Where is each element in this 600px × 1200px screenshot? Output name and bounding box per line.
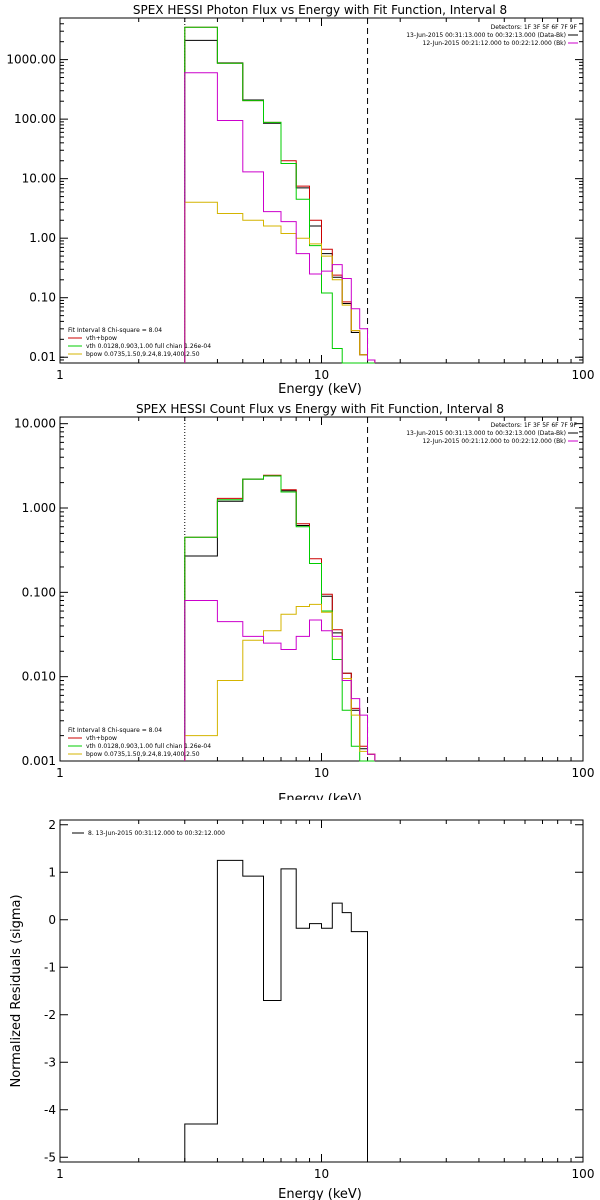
y-ticks: 0.001 0.010 0.100 1.000 10.000 <box>14 417 583 768</box>
series-black <box>184 475 376 761</box>
y-tick-label: 1 <box>48 865 56 879</box>
series-group <box>184 474 376 762</box>
series-vth-bpow <box>184 474 376 761</box>
x-tick-label: 10 <box>314 766 329 780</box>
legend-right: Detectors: 1F 3F 5F 6F 7F 9F 13-Jun-2015… <box>406 422 578 445</box>
legend-left: Fit Interval 8 Chi-square = 8.04 vth+bpo… <box>68 327 211 358</box>
legend-right: Detectors: 1F 3F 5F 6F 7F 9F 13-Jun-2015… <box>406 24 578 47</box>
residuals-chart: -5 -4 -3 -2 -1 0 1 2 1 10 100 8. 13-Jun-2015 00:3… <box>9 818 594 1200</box>
x-tick-label: 10 <box>314 368 329 382</box>
y-tick-label: 10.00 <box>22 172 56 186</box>
legend-label-0: 8. 13-Jun-2015 00:31:12.000 to 00:32:12.… <box>88 830 225 837</box>
series-group <box>184 26 376 364</box>
legend-data-interval: 13-Jun-2015 00:31:13.000 to 00:32:13.000… <box>406 32 566 39</box>
y-tick-label: 1000.00 <box>6 53 56 67</box>
y-tick-label: 1.00 <box>29 231 56 245</box>
y-tick-label: 0 <box>48 913 56 927</box>
legend-label-0: vth+bpow <box>86 335 117 342</box>
photon-flux-chart: SPEX HESSI Photon Flux vs Energy with Fi… <box>6 3 595 397</box>
legend-detectors: Detectors: 1F 3F 5F 6F 7F 9F <box>491 24 578 31</box>
x-tick-label: 10 <box>314 1167 329 1181</box>
y-tick-label: 0.01 <box>29 350 56 364</box>
x-tick-label: 1 <box>56 368 64 382</box>
plot-frame <box>59 17 584 364</box>
series-magenta <box>184 600 376 761</box>
vertical-lines <box>184 18 369 363</box>
plot-frame <box>59 819 584 1163</box>
y-tick-label: 0.010 <box>22 670 56 684</box>
series-magenta <box>184 72 376 363</box>
x-axis-label: Energy (keV) <box>278 792 362 800</box>
series-group <box>184 859 368 1162</box>
x-tick-label: 1 <box>56 1167 64 1181</box>
y-tick-label: -2 <box>44 1008 56 1022</box>
legend-label-1: vth 0.0128,0.903,1.00 full chian 1.26e-0… <box>86 743 211 750</box>
legend-fit-header: Fit Interval 8 Chi-square = 8.04 <box>68 727 162 734</box>
y-tick-label: -5 <box>44 1150 56 1164</box>
y-tick-label: -3 <box>44 1055 56 1069</box>
series-bpow <box>184 603 376 761</box>
legend-label-2: bpow 0.0735,1.50,9.24,8.19,400,2.50 <box>86 751 200 758</box>
x-tick-label: 100 <box>572 766 595 780</box>
chart-title: SPEX HESSI Photon Flux vs Energy with Fi… <box>133 3 507 17</box>
legend-detectors: Detectors: 1F 3F 5F 6F 7F 9F <box>491 422 578 429</box>
y-ticks: 0.01 0.10 1.00 10.00 100.00 1000.00 <box>6 17 583 364</box>
legend-label-1: vth 0.0128,0.903,1.00 full chian 1.26e-0… <box>86 343 211 350</box>
y-tick-label: 2 <box>48 818 56 832</box>
x-tick-label: 100 <box>572 368 595 382</box>
legend-data-interval: 13-Jun-2015 00:31:13.000 to 00:32:13.000… <box>406 430 566 437</box>
legend-label-0: vth+bpow <box>86 735 117 742</box>
series-vth <box>184 475 375 762</box>
y-tick-label: 1.000 <box>22 501 56 515</box>
y-tick-label: -1 <box>44 960 56 974</box>
series-vth-bpow <box>184 26 376 363</box>
legend-label-2: bpow 0.0735,1.50,9.24,8.19,400,2.50 <box>86 351 200 358</box>
chart-title: SPEX HESSI Count Flux vs Energy with Fit… <box>136 402 504 416</box>
y-tick-label: 10.000 <box>14 417 56 431</box>
x-ticks: 1 10 100 <box>56 417 594 780</box>
series-bpow <box>184 201 376 363</box>
vertical-lines <box>184 417 369 761</box>
x-tick-label: 100 <box>572 1167 595 1181</box>
y-tick-label: 0.100 <box>22 585 56 599</box>
legend-bk-interval: 12-Jun-2015 00:21:12.000 to 00:22:12.000… <box>423 438 566 445</box>
y-tick-label: 100.00 <box>14 112 56 126</box>
legend-left: Fit Interval 8 Chi-square = 8.04 vth+bpo… <box>68 727 211 758</box>
series-black <box>184 39 376 363</box>
series-residuals <box>184 859 368 1162</box>
series-vth <box>184 26 375 364</box>
x-tick-label: 1 <box>56 766 64 780</box>
x-axis-label: Energy (keV) <box>278 382 362 397</box>
y-ticks: -5 -4 -3 -2 -1 0 1 2 <box>44 818 583 1164</box>
y-tick-label: -4 <box>44 1103 56 1117</box>
count-flux-chart: SPEX HESSI Count Flux vs Energy with Fit… <box>14 402 594 800</box>
y-tick-label: 0.10 <box>29 291 56 305</box>
legend-fit-header: Fit Interval 8 Chi-square = 8.04 <box>68 327 162 334</box>
legend-bk-interval: 12-Jun-2015 00:21:12.000 to 00:22:12.000… <box>423 40 566 47</box>
x-ticks: 1 10 100 <box>56 820 594 1181</box>
x-axis-label: Energy (keV) <box>278 1187 362 1200</box>
y-tick-label: 0.001 <box>22 754 56 768</box>
y-axis-label: Normalized Residuals (sigma) <box>9 894 24 1087</box>
legend-left: 8. 13-Jun-2015 00:31:12.000 to 00:32:12.… <box>72 830 225 837</box>
